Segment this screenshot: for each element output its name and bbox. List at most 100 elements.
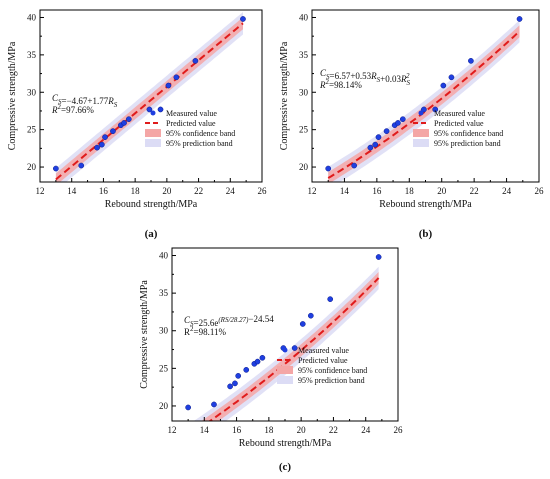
eq-part: +0.03: [380, 74, 401, 84]
eq-sub: S: [190, 320, 194, 328]
x-tick-label: 14: [67, 186, 77, 196]
data-point-12: [299, 321, 306, 327]
legend-marker-measured: [418, 110, 424, 116]
legend-label: Measured value: [298, 346, 349, 355]
eq-exp: (RS/28.27): [218, 316, 249, 324]
legend-label: Measured value: [434, 109, 485, 118]
eq-part: C: [320, 68, 327, 78]
x-tick-label: 22: [329, 425, 338, 435]
y-tick-label: 30: [159, 326, 169, 336]
chart-panel-1: 12 14 16 18 20 22 24 26 20 25 30 35 40 Rebound streng…: [7, 9, 267, 240]
y-tick-label: 40: [159, 251, 169, 261]
x-tick-label: 18: [405, 186, 415, 196]
eq-part: C: [52, 93, 59, 103]
data-point-4: [372, 141, 379, 148]
legend-marker-band: [145, 139, 161, 147]
r2-sup: 2: [58, 103, 62, 111]
legend-label: 95% confidence band: [166, 129, 235, 138]
y-tick-label: 25: [27, 125, 37, 135]
data-point-14: [468, 58, 474, 64]
r2-value: R2=97.66%: [51, 103, 94, 115]
y-tick-label: 30: [299, 87, 309, 97]
x-tick-label: 24: [361, 425, 371, 435]
y-axis-label: Compressive strength/MPa: [139, 280, 150, 389]
x-tick-label: 12: [308, 186, 317, 196]
data-point-3: [94, 144, 100, 151]
data-point-2: [351, 162, 358, 169]
eq-sub: S: [407, 79, 411, 87]
x-tick-label: 16: [99, 186, 109, 196]
fit-equation: CS=25.6e(RS/28.27)−24.54: [184, 314, 274, 328]
predicted-line: [55, 22, 244, 181]
data-point-10: [146, 106, 153, 113]
data-point-11: [291, 345, 298, 351]
x-tick-label: 26: [394, 425, 404, 435]
data-point-14: [327, 296, 334, 302]
data-point-11: [432, 106, 439, 113]
r2-part: =98.11%: [194, 327, 227, 337]
x-axis-label: Rebound strength/MPa: [379, 199, 472, 210]
legend-label: 95% prediction band: [434, 139, 501, 148]
x-tick-label: 24: [502, 186, 512, 196]
x-axis-label: Rebound strength/MPa: [105, 199, 198, 210]
data-point-5: [235, 373, 242, 379]
fit-equation: CS=6.57+0.53RS+0.03RS2: [320, 68, 411, 87]
data-point-14: [192, 58, 199, 64]
data-point-5: [375, 134, 382, 140]
legend-marker-band: [413, 129, 429, 137]
eq-part: =6.57+0.53: [330, 71, 372, 81]
data-point-13: [448, 74, 455, 81]
r2-part: =97.66%: [61, 105, 94, 115]
x-tick-label: 18: [264, 425, 274, 435]
x-tick-label: 22: [470, 186, 479, 196]
data-point-8: [254, 358, 261, 365]
legend-marker-band: [277, 366, 293, 374]
data-point-2: [78, 162, 85, 169]
r2-sup: 2: [326, 78, 330, 86]
data-point-13: [307, 312, 314, 319]
data-point-11: [157, 106, 164, 113]
eq-sub: S: [58, 98, 62, 106]
eq-sub: S: [377, 76, 381, 84]
x-tick-label: 12: [36, 186, 45, 196]
panel-label: (b): [419, 228, 433, 240]
panel-label: (a): [145, 228, 158, 240]
r2-sup: 2: [190, 325, 194, 333]
legend-label: 95% confidence band: [434, 129, 503, 138]
eq-part: R: [370, 71, 377, 81]
x-tick-label: 14: [340, 186, 350, 196]
r2-part: =98.14%: [329, 80, 362, 90]
fit-equation: CS=−4.67+1.77RS: [52, 93, 118, 109]
legend-label: Measured value: [166, 109, 217, 118]
x-tick-label: 20: [162, 186, 172, 196]
data-point-12: [440, 82, 447, 89]
legend-label: Predicted value: [166, 119, 216, 128]
eq-part: R: [107, 96, 114, 106]
eq-part: =−4.67+1.77: [62, 96, 109, 106]
data-point-8: [395, 120, 401, 126]
x-tick-label: 16: [372, 186, 382, 196]
r2-part: R: [184, 327, 190, 337]
plot-area: [193, 266, 380, 421]
legend-marker-measured: [150, 110, 156, 116]
y-tick-label: 20: [27, 162, 37, 172]
eq-part: R: [400, 74, 407, 84]
chart-panel-3: 12 14 16 18 20 22 24 26 20 25 30 35 40 Rebound streng…: [139, 247, 404, 473]
eq-part: C: [184, 315, 191, 325]
x-tick-label: 20: [437, 186, 447, 196]
eq-sub: S: [326, 73, 330, 81]
y-tick-label: 25: [159, 363, 169, 373]
x-tick-label: 12: [168, 425, 177, 435]
data-point-9: [125, 116, 132, 123]
x-axis-label: Rebound strength/MPa: [239, 438, 332, 449]
x-tick-label: 14: [200, 425, 210, 435]
data-point-1: [53, 165, 59, 172]
plot-area: [327, 20, 521, 182]
data-point-9: [399, 116, 406, 123]
legend-label: 95% prediction band: [298, 376, 365, 385]
y-tick-label: 35: [27, 50, 37, 60]
data-point-15: [375, 254, 382, 260]
